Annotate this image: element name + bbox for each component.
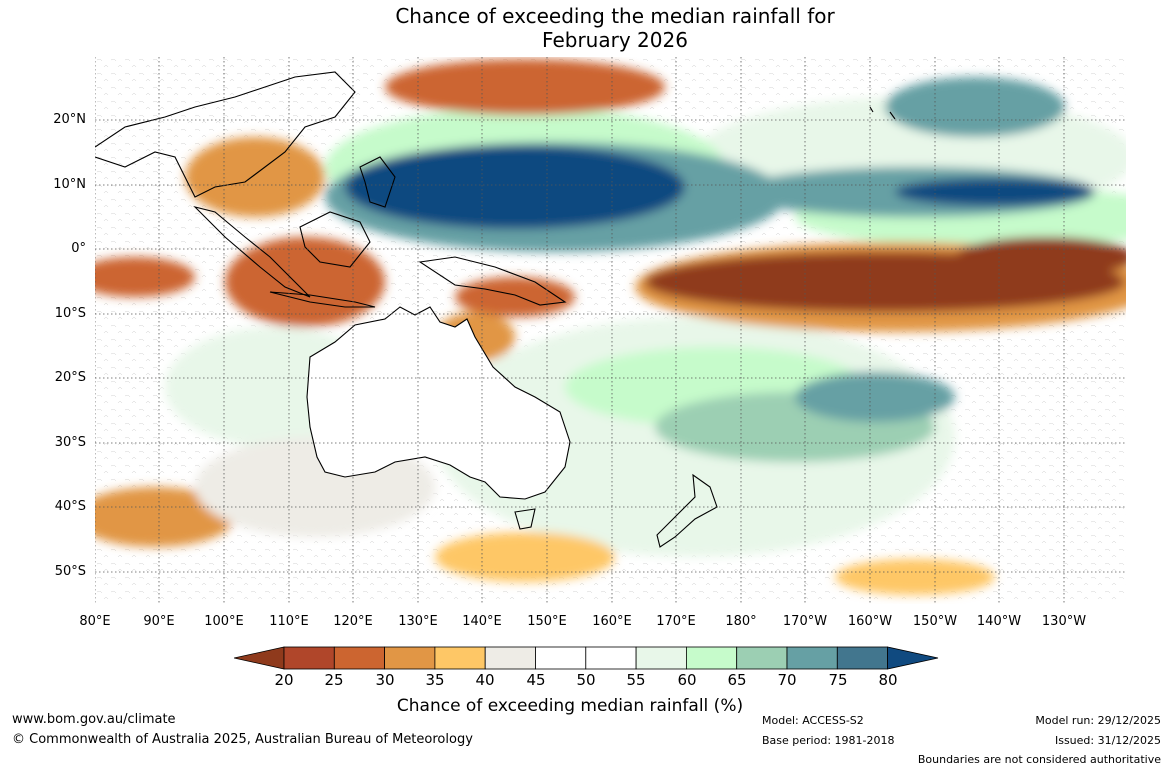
colorbar-segment-70-75 bbox=[786, 646, 838, 670]
map-title-line1: Chance of exceeding the median rainfall … bbox=[395, 4, 835, 28]
shade-south-pacific-yellow bbox=[835, 559, 995, 595]
lon-label-90e: 90°E bbox=[143, 614, 175, 629]
colorbar-tick-50: 50 bbox=[576, 671, 596, 689]
rainfall-map bbox=[95, 57, 1126, 604]
lon-label-110e: 110°E bbox=[269, 614, 309, 629]
copyright-text: © Commonwealth of Australia 2025, Austra… bbox=[12, 732, 473, 747]
rainfall-map-canvas bbox=[95, 57, 1126, 604]
lat-label-50s: 50°S bbox=[54, 564, 86, 579]
issued-text: Issued: 31/12/2025 bbox=[1054, 734, 1161, 747]
website-link[interactable]: www.bom.gov.au/climate bbox=[12, 712, 176, 727]
philippines-outline bbox=[359, 156, 396, 208]
shade-indian-ocean-dry bbox=[95, 257, 195, 297]
colorbar-segment-30-35 bbox=[384, 646, 436, 670]
lon-label-130w: 130°W bbox=[1041, 614, 1087, 629]
shade-npac-blue bbox=[885, 77, 1065, 137]
base-period-text: Base period: 1981-2018 bbox=[762, 734, 895, 747]
lat-label-20n: 20°N bbox=[53, 112, 86, 127]
shade-south-indian-dry bbox=[95, 487, 235, 547]
probability-shading bbox=[95, 59, 1126, 595]
shade-indochina-orange bbox=[185, 137, 325, 217]
lon-label-180: 180° bbox=[725, 614, 757, 629]
colorbar-tick-60: 60 bbox=[677, 671, 697, 689]
colorbar-tick-55: 55 bbox=[626, 671, 646, 689]
coastlines bbox=[95, 71, 896, 548]
colorbar-tick-65: 65 bbox=[727, 671, 747, 689]
shade-new-guinea-dry bbox=[455, 277, 575, 317]
new-zealand-outline bbox=[656, 473, 718, 548]
colorbar-segment-75-80 bbox=[836, 646, 888, 670]
lon-label-100e: 100°E bbox=[204, 614, 244, 629]
new-guinea-outline bbox=[418, 256, 567, 306]
lon-label-170e: 170°E bbox=[656, 614, 696, 629]
colorbar-segment-65-70 bbox=[736, 646, 788, 670]
asia-coastline bbox=[95, 71, 356, 198]
lat-label-equator: 0° bbox=[71, 241, 86, 256]
lat-label-10s: 10°S bbox=[54, 306, 86, 321]
colorbar-tick-45: 45 bbox=[526, 671, 546, 689]
disclaimer-text: Boundaries are not considered authoritat… bbox=[917, 753, 1161, 766]
shade-itcz-dark bbox=[895, 178, 1095, 206]
model-run-text: Model run: 29/12/2025 bbox=[1035, 714, 1161, 727]
shade-great-australian-bight bbox=[435, 532, 615, 582]
lon-label-160w: 160°W bbox=[847, 614, 893, 629]
shade-java-sea-dry bbox=[225, 237, 385, 327]
colorbar-tick-35: 35 bbox=[425, 671, 445, 689]
colorbar-tick-70: 70 bbox=[777, 671, 797, 689]
graticule bbox=[95, 57, 1126, 604]
shade-south-china-dry bbox=[385, 59, 665, 115]
colorbar-tick-75: 75 bbox=[828, 671, 848, 689]
lat-label-20s: 20°S bbox=[54, 370, 86, 385]
hawaii-outline bbox=[869, 106, 896, 120]
lon-label-160e: 160°E bbox=[592, 614, 632, 629]
colorbar-segment-above-80 bbox=[887, 646, 939, 670]
sumatra-outline bbox=[193, 205, 311, 298]
lon-label-80e: 80°E bbox=[79, 614, 111, 629]
colorbar-segment-55-60 bbox=[635, 646, 687, 670]
colorbar-tick-30: 30 bbox=[375, 671, 395, 689]
map-title: Chance of exceeding the median rainfall … bbox=[0, 4, 1173, 52]
colorbar-segment-below-20 bbox=[234, 646, 285, 670]
shade-spcz-blue bbox=[795, 372, 955, 422]
colorbar-tick-20: 20 bbox=[274, 671, 294, 689]
colorbar-segment-60-65 bbox=[685, 646, 738, 670]
colorbar-tick-25: 25 bbox=[324, 671, 344, 689]
java-outline bbox=[269, 291, 376, 308]
colorbar-segment-20-25 bbox=[283, 646, 335, 670]
colorbar-segment-35-40 bbox=[434, 646, 486, 670]
colorbar-segment-40-45 bbox=[484, 646, 536, 670]
colorbar-tick-80: 80 bbox=[878, 671, 898, 689]
lon-label-150w: 150°W bbox=[912, 614, 958, 629]
colorbar-segment-50-55 bbox=[585, 646, 637, 670]
lon-label-140w: 140°W bbox=[976, 614, 1022, 629]
borneo-outline bbox=[299, 211, 371, 268]
lat-label-30s: 30°S bbox=[54, 435, 86, 450]
colorbar-segment-45-50 bbox=[535, 646, 587, 670]
colorbar-label: Chance of exceeding median rainfall (%) bbox=[396, 696, 744, 716]
lon-label-170w: 170°W bbox=[782, 614, 828, 629]
australia-outline bbox=[306, 306, 571, 500]
shade-east-pacific-dry bbox=[955, 237, 1126, 277]
map-title-line2: February 2026 bbox=[542, 28, 688, 52]
colorbar-tick-40: 40 bbox=[475, 671, 495, 689]
colorbar-segment-25-30 bbox=[333, 646, 386, 670]
lon-label-150e: 150°E bbox=[527, 614, 567, 629]
shade-philippine-sea-dark bbox=[345, 145, 685, 229]
model-text: Model: ACCESS-S2 bbox=[762, 714, 864, 727]
lon-label-130e: 130°E bbox=[398, 614, 438, 629]
colorbar bbox=[234, 646, 939, 670]
lon-label-120e: 120°E bbox=[333, 614, 373, 629]
lat-label-10n: 10°N bbox=[53, 177, 86, 192]
tasmania-outline bbox=[514, 508, 536, 530]
lon-label-140e: 140°E bbox=[462, 614, 502, 629]
lat-label-40s: 40°S bbox=[54, 499, 86, 514]
